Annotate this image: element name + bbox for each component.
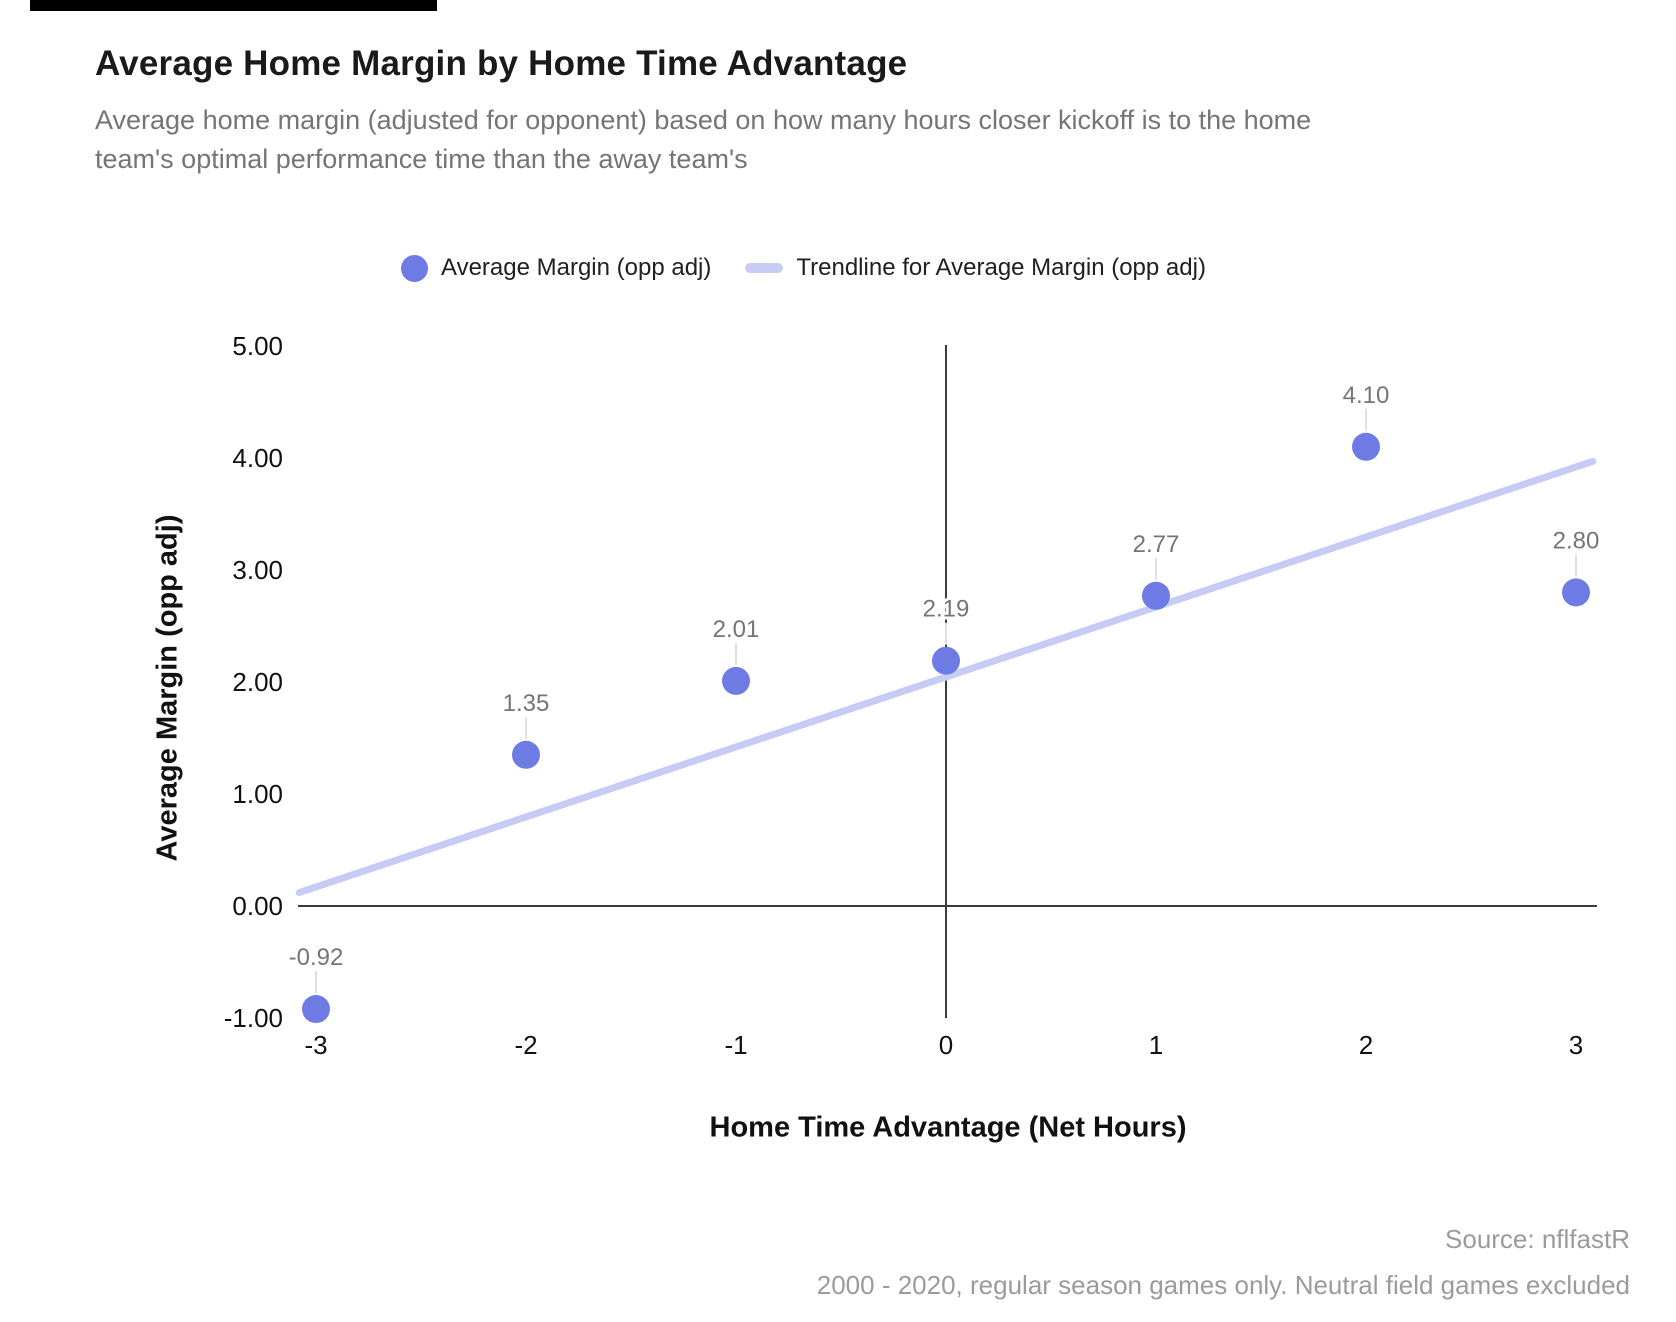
- y-tick-label: 0.00: [232, 891, 283, 921]
- y-tick-label: 1.00: [232, 779, 283, 809]
- data-point: [512, 740, 540, 769]
- legend-series-label: Average Margin (opp adj): [441, 254, 712, 281]
- data-point: [1562, 578, 1590, 607]
- x-tick-label: 0: [939, 1030, 953, 1060]
- y-tick-label: 4.00: [232, 443, 283, 473]
- chart-title: Average Home Margin by Home Time Advanta…: [95, 44, 908, 83]
- point-value-label: 1.35: [503, 690, 550, 717]
- y-tick-label: -1.00: [224, 1003, 283, 1033]
- top-progress-bar: [30, 0, 437, 11]
- footer-source: Source: nflfastR: [1445, 1224, 1630, 1254]
- x-axis-title: Home Time Advantage (Net Hours): [709, 1111, 1187, 1144]
- x-tick-label: 3: [1569, 1030, 1583, 1060]
- x-tick-label: -1: [724, 1030, 747, 1060]
- data-point: [1142, 581, 1170, 610]
- y-tick-label: 2.00: [232, 667, 283, 697]
- trendline: [295, 457, 1597, 897]
- footer-note: 2000 - 2020, regular season games only. …: [816, 1270, 1630, 1300]
- point-value-label: 4.10: [1343, 382, 1390, 409]
- data-point: [932, 646, 960, 675]
- chart-subtitle-line-2: team's optimal performance time than the…: [95, 144, 748, 174]
- y-tick-label: 3.00: [232, 555, 283, 585]
- chart-legend: Average Margin (opp adj) Trendline for A…: [401, 252, 1206, 284]
- chart-subtitle-line-1: Average home margin (adjusted for oppone…: [95, 105, 1312, 135]
- chart-subtitle: Average home margin (adjusted for oppone…: [95, 101, 1311, 179]
- legend-item-trendline: Trendline for Average Margin (opp adj): [745, 254, 1206, 282]
- x-tick-label: -3: [304, 1030, 327, 1060]
- series-dot-icon: [401, 254, 428, 282]
- legend-trendline-label: Trendline for Average Margin (opp adj): [796, 254, 1206, 281]
- point-value-label: 2.80: [1553, 527, 1600, 554]
- data-point: [302, 995, 330, 1024]
- x-tick-label: 1: [1149, 1030, 1163, 1060]
- data-point: [1352, 432, 1380, 461]
- x-tick-label: 2: [1359, 1030, 1373, 1060]
- trendline-swatch-icon: [745, 263, 784, 273]
- point-value-label: 2.77: [1133, 531, 1180, 558]
- point-value-label: 2.01: [713, 616, 760, 643]
- legend-item-series: Average Margin (opp adj): [401, 254, 711, 282]
- point-value-label: 2.19: [923, 596, 970, 623]
- y-tick-label: 5.00: [232, 331, 283, 361]
- point-value-label: -0.92: [289, 944, 344, 971]
- data-point: [722, 666, 750, 695]
- x-tick-label: -2: [514, 1030, 537, 1060]
